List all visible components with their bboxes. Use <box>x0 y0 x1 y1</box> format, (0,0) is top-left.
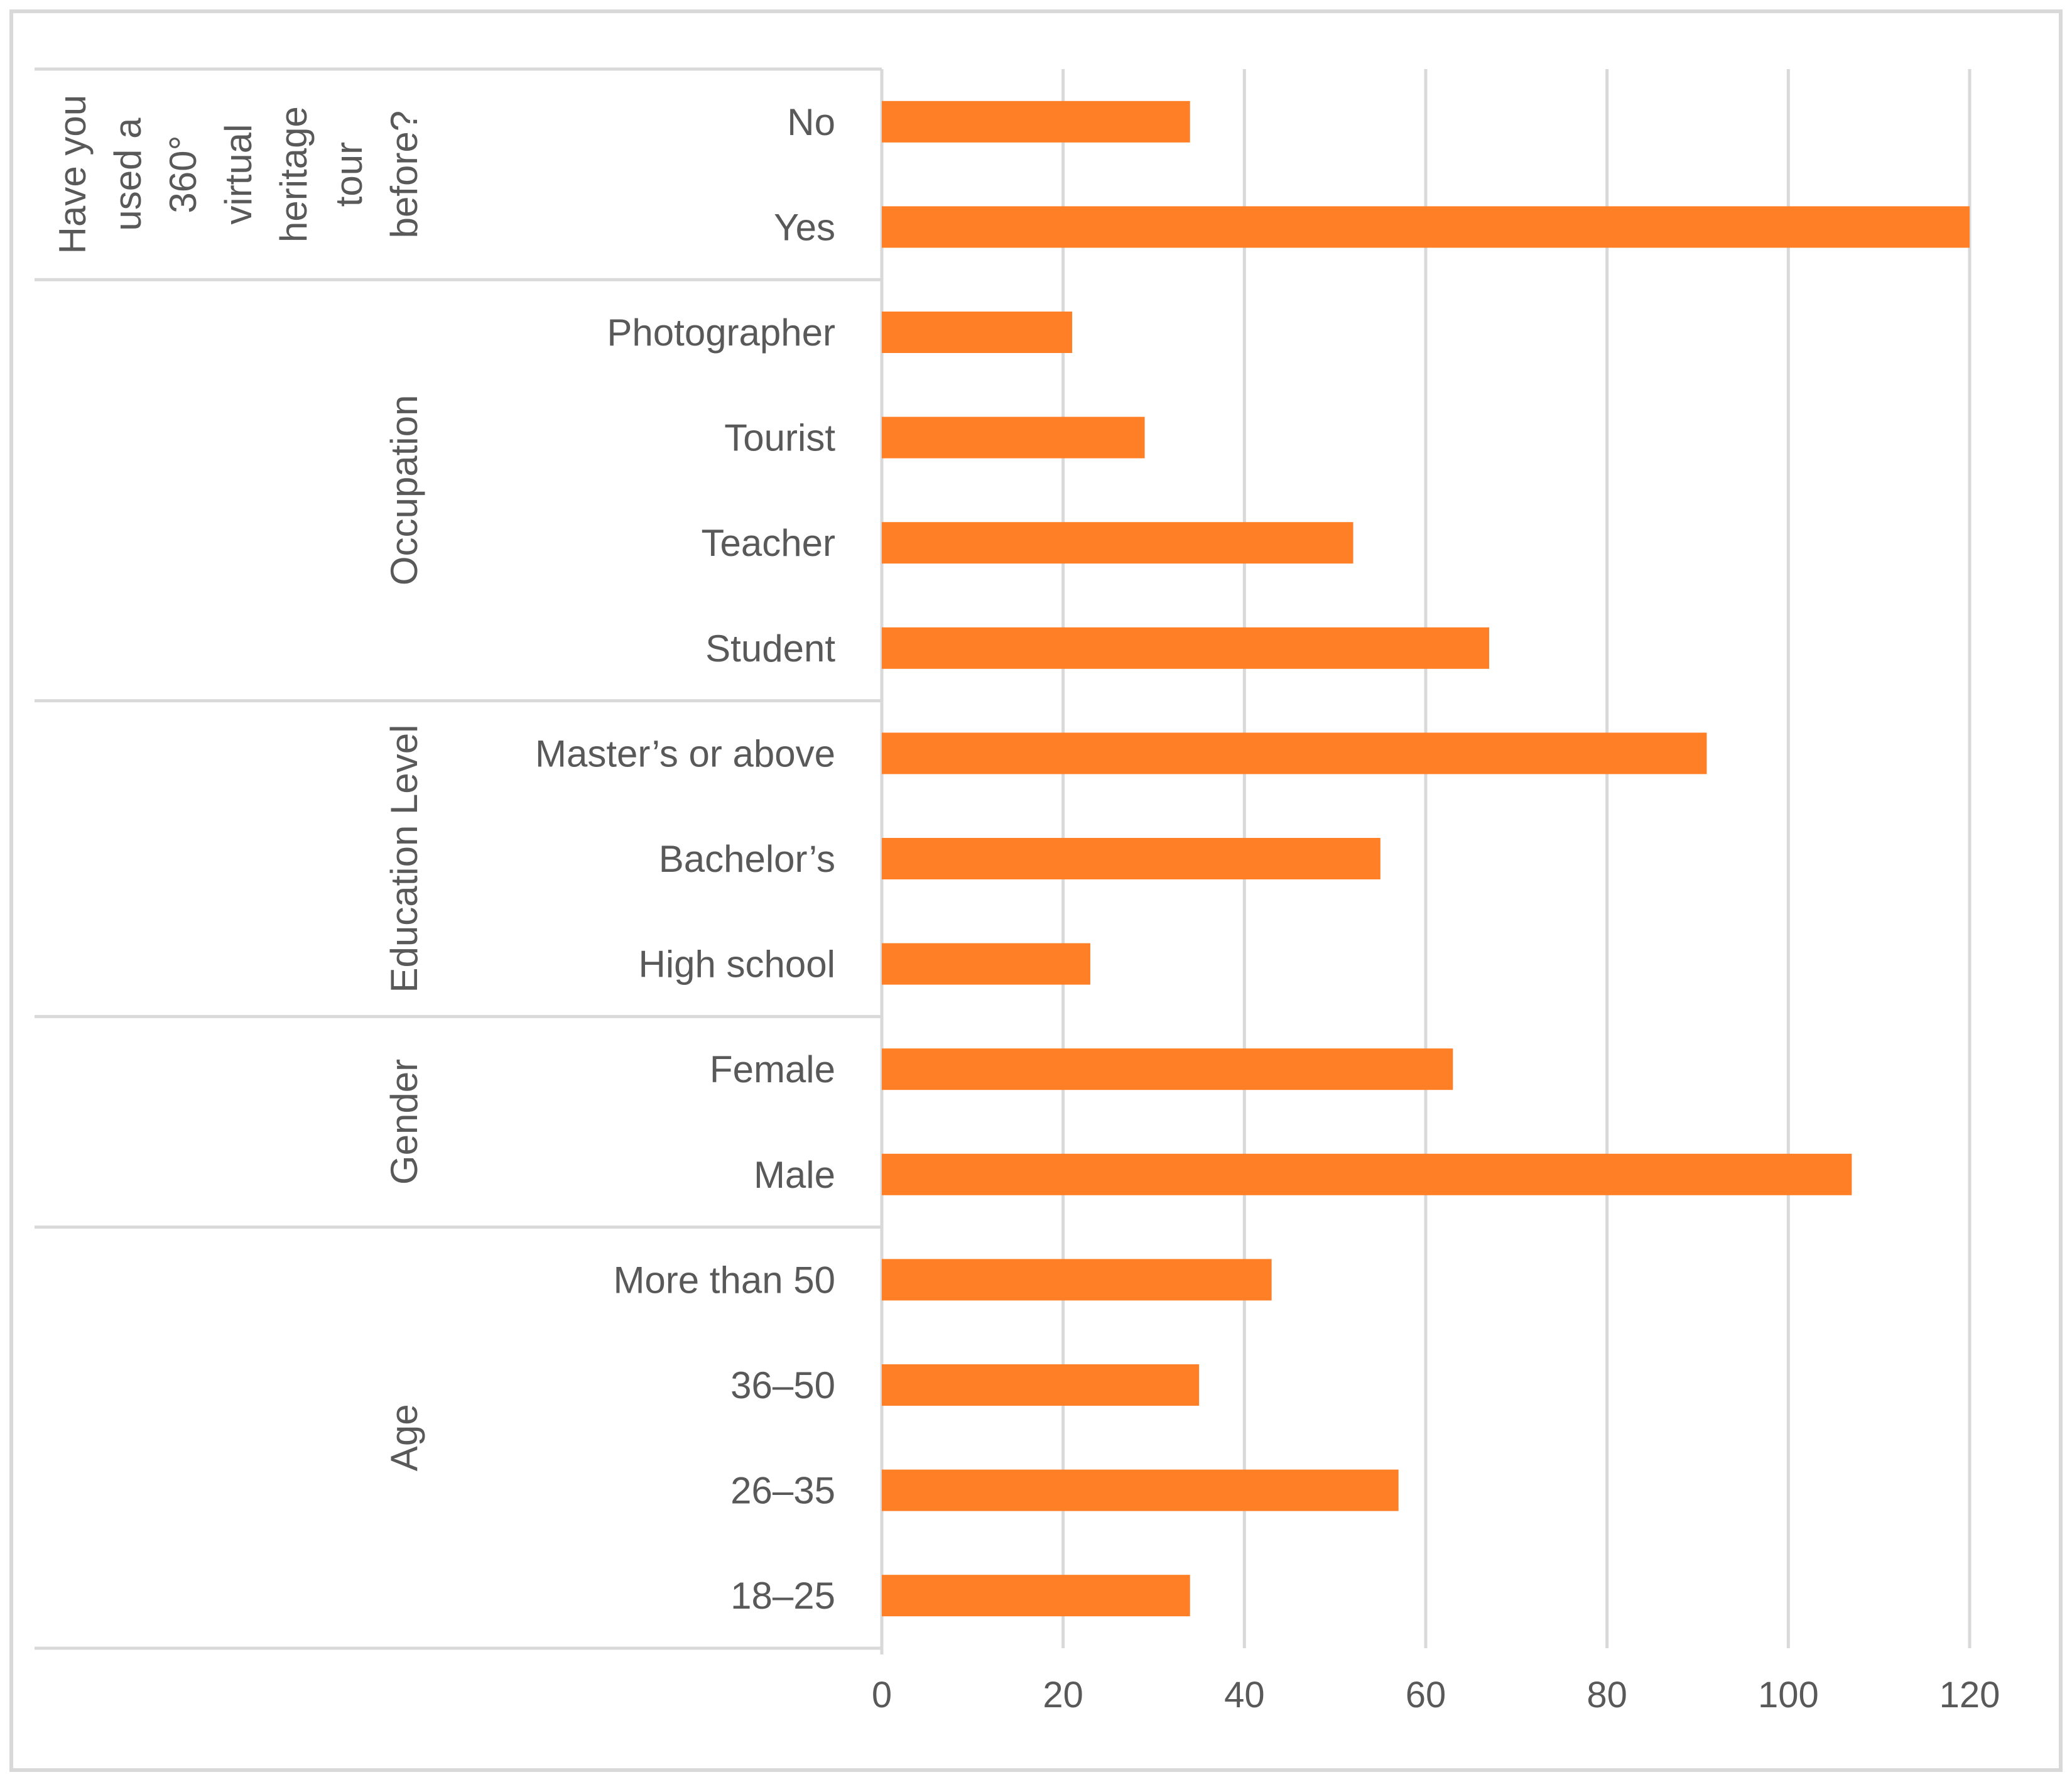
group-dividers <box>35 67 882 1650</box>
group-label: Age <box>383 1404 425 1471</box>
category-label: Male <box>754 1154 835 1196</box>
category-label: Photographer <box>607 312 835 354</box>
bar <box>882 1153 1852 1195</box>
x-tick-label: 80 <box>1587 1675 1627 1715</box>
group-label: Have you <box>52 95 94 254</box>
bar <box>882 1048 1453 1090</box>
category-label: Master’s or above <box>535 732 835 774</box>
x-tick-label: 100 <box>1758 1675 1819 1715</box>
group-label: 360° <box>162 136 204 214</box>
group-label: before? <box>383 111 425 239</box>
category-label: Female <box>710 1048 835 1090</box>
category-label: 36–50 <box>730 1364 835 1406</box>
group-labels: Have you used a 360° virtual heritage tour bef… <box>52 95 425 1471</box>
category-label: Student <box>705 628 835 670</box>
bar <box>882 1364 1200 1406</box>
category-labels: No Yes Photographer Tourist Teacher Student Ma… <box>535 101 835 1617</box>
x-tick-label: 120 <box>1939 1675 2000 1715</box>
bar <box>882 627 1490 669</box>
group-label: used a <box>107 117 149 231</box>
bar <box>882 838 1380 879</box>
bar <box>882 1259 1272 1301</box>
category-label: High school <box>638 943 835 986</box>
x-tick-label: 20 <box>1043 1675 1083 1715</box>
bar <box>882 206 1970 248</box>
category-label: 18–25 <box>730 1575 835 1617</box>
group-label: virtual <box>217 124 259 225</box>
category-label: No <box>787 101 835 143</box>
bar <box>882 943 1090 985</box>
group-label: heritage <box>273 106 315 242</box>
category-label: Bachelor’s <box>659 838 835 880</box>
bar <box>882 101 1190 143</box>
bar <box>882 1469 1399 1511</box>
x-axis-tick-labels: 0 20 40 60 80 100 120 <box>872 1675 2000 1715</box>
x-tick-label: 60 <box>1406 1675 1446 1715</box>
bar <box>882 522 1353 564</box>
group-label: Education Level <box>383 725 425 993</box>
category-label: Teacher <box>702 522 835 564</box>
category-label: Tourist <box>724 417 835 459</box>
group-label: tour <box>328 142 370 207</box>
bars <box>882 101 1970 1617</box>
bar <box>882 416 1145 459</box>
category-label: More than 50 <box>613 1259 835 1301</box>
category-label: Yes <box>774 206 835 248</box>
x-tick-label: 40 <box>1224 1675 1265 1715</box>
x-tick-label: 0 <box>872 1675 892 1715</box>
bar <box>882 1575 1190 1617</box>
group-label: Occupation <box>383 395 425 586</box>
bar <box>882 732 1707 774</box>
bar <box>882 312 1073 353</box>
category-label: 26–35 <box>730 1470 835 1512</box>
group-label: Gender <box>383 1059 425 1185</box>
